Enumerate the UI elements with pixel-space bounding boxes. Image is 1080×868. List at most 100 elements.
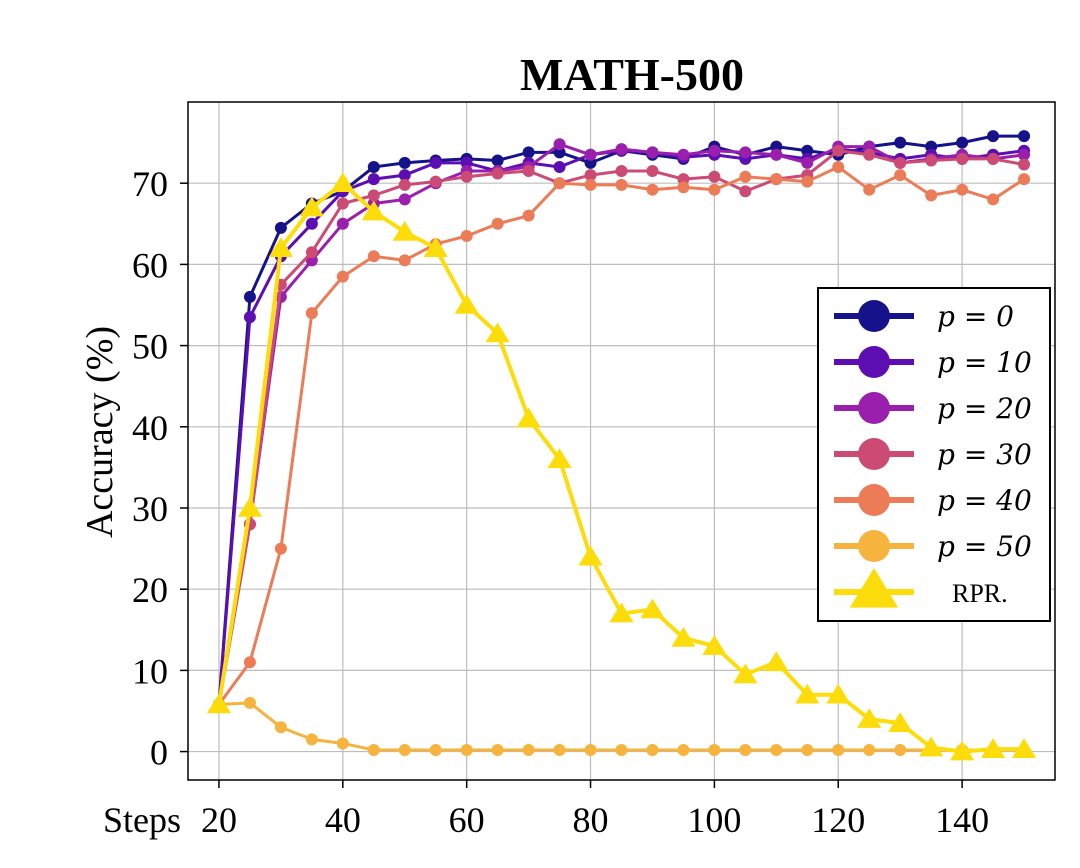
y-axis-ticks: 0 10 20 30 40 50 60 70 [132,164,188,773]
y-tick-label: 60 [132,245,168,285]
data-point [243,696,256,709]
data-point [237,496,263,517]
data-point [677,181,690,194]
data-point [522,743,535,756]
y-tick-label: 10 [132,651,168,691]
data-point [708,144,721,157]
data-point [330,172,355,192]
data-point [980,738,1006,758]
legend-label: p = 50 [937,530,1032,563]
data-point [925,189,938,202]
data-point [925,154,938,167]
data-point [305,217,318,230]
data-point [460,229,473,242]
data-point [553,160,566,173]
legend-marker [858,300,890,332]
data-point [398,254,411,267]
data-point [392,220,417,241]
legend-marker [858,484,890,516]
data-point [894,136,907,149]
data-point [336,197,349,210]
data-point [299,196,324,217]
data-point [491,167,504,180]
x-axis-label: Steps [103,800,181,840]
data-point [739,170,752,183]
data-point [367,250,380,263]
data-point [671,626,696,647]
data-point [609,602,634,623]
data-point [491,217,504,230]
data-point [1018,158,1031,171]
data-point [485,322,510,343]
data-point [956,136,969,149]
legend-label: p = 10 [937,346,1032,379]
data-point [832,743,845,756]
data-point [398,743,411,756]
data-point [640,598,665,619]
data-point [708,183,721,196]
legend-label: p = 0 [937,300,1014,333]
data-point [1018,130,1031,143]
legend-item: p = 10 [834,346,1032,379]
data-point [832,160,845,173]
data-point [894,743,907,756]
legend-marker [858,392,890,424]
data-point [305,733,318,746]
data-point [615,178,628,191]
data-point [801,175,814,188]
data-point [677,743,690,756]
data-point [770,148,783,161]
data-point [677,148,690,161]
data-point [361,200,386,221]
data-point [336,737,349,750]
legend-marker [858,438,890,470]
y-tick-label: 20 [132,570,168,610]
y-tick-label: 30 [132,489,168,529]
data-point [460,743,473,756]
data-point [857,708,882,728]
data-point [646,165,659,178]
data-point [429,743,442,756]
data-point [578,545,603,566]
data-point [274,221,287,234]
data-point [429,156,442,169]
plot-frame [187,101,1056,781]
series-group [206,130,1037,761]
legend-item: p = 20 [834,392,1032,425]
data-point [305,307,318,320]
data-point [243,290,256,303]
y-axis-label: Accuracy (%) [79,326,121,538]
legend-label: RPR. [952,579,1008,608]
data-point [367,189,380,202]
data-point [553,177,566,190]
data-point [708,743,721,756]
data-point [863,148,876,161]
data-point [516,407,541,428]
data-point [801,743,814,756]
data-point [522,146,535,159]
x-tick-label: 40 [325,800,361,840]
legend-marker [858,530,890,562]
legend-label: p = 40 [937,484,1032,517]
data-point [367,160,380,173]
data-point [1011,738,1037,758]
data-point [274,542,287,555]
data-point [398,156,411,169]
x-tick-label: 80 [573,800,609,840]
data-point [454,293,479,314]
data-point [950,740,975,761]
legend-marker [849,568,899,608]
data-point [522,165,535,178]
y-tick-label: 70 [132,164,168,204]
y-tick-label: 0 [150,733,168,773]
data-point [584,169,597,182]
data-point [646,183,659,196]
data-point [739,146,752,159]
data-point [274,721,287,734]
data-point [770,743,783,756]
data-point [987,130,1000,143]
data-point [770,173,783,186]
chart-title: MATH-500 [520,49,744,100]
data-point [206,693,232,714]
data-point [801,156,814,169]
